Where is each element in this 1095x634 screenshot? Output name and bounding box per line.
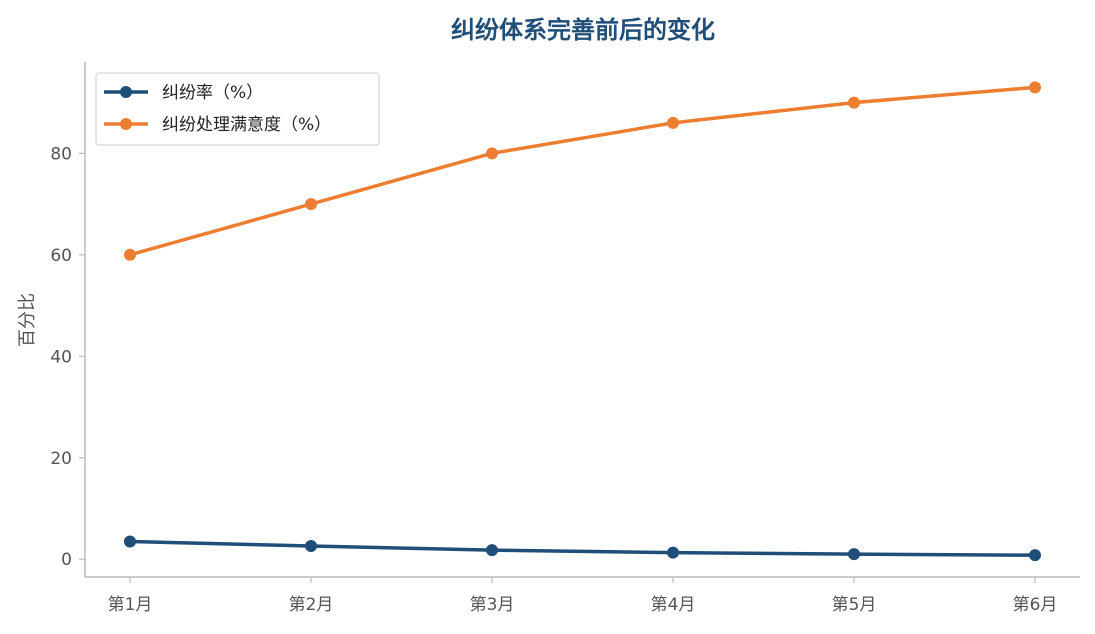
x-tick-label: 第4月 [651,595,696,615]
legend-swatch-marker [120,118,132,130]
series-2-point [848,96,860,109]
legend: 纠纷率（%） 纠纷处理满意度（%） [95,72,380,146]
series-2-point [1029,81,1041,94]
series-2-point [667,116,679,129]
x-tick-label: 第3月 [470,595,515,615]
series-1-point [848,548,860,561]
y-tick-label: 20 [50,449,72,469]
y-tick-label: 40 [50,347,72,367]
y-tick-label: 80 [50,144,72,164]
series-2-point [305,198,317,211]
series-1-point [124,535,136,548]
series-1-point [667,546,679,559]
x-tick-label: 第2月 [289,595,334,615]
legend-label: 纠纷处理满意度（%） [162,115,331,135]
chart-title: 纠纷体系完善前后的变化 [451,16,715,44]
series-2-point [124,248,136,261]
legend-label: 纠纷率（%） [162,83,263,103]
series-2-point [486,147,498,160]
x-tick-label: 第5月 [832,595,877,615]
y-tick-label: 60 [50,246,72,266]
y-axis-ticks: 0 20 40 60 80 [50,144,85,570]
legend-items: 纠纷率（%） 纠纷处理满意度（%） [104,83,331,135]
y-axis-label: 百分比 [17,293,38,347]
legend-swatch-marker [120,86,132,98]
x-tick-label: 第1月 [108,595,153,615]
x-tick-label: 第6月 [1013,595,1058,615]
series-layer [124,81,1041,562]
series-1-point [1029,549,1041,562]
series-1-point [486,544,498,557]
series-1-point [305,540,317,553]
y-tick-label: 0 [61,550,72,570]
series-1-line [128,539,1037,557]
x-axis-ticks: 第1月 第2月 第3月 第4月 第5月 第6月 [108,577,1058,615]
legend-box [95,72,380,146]
series-2-line [128,85,1037,257]
